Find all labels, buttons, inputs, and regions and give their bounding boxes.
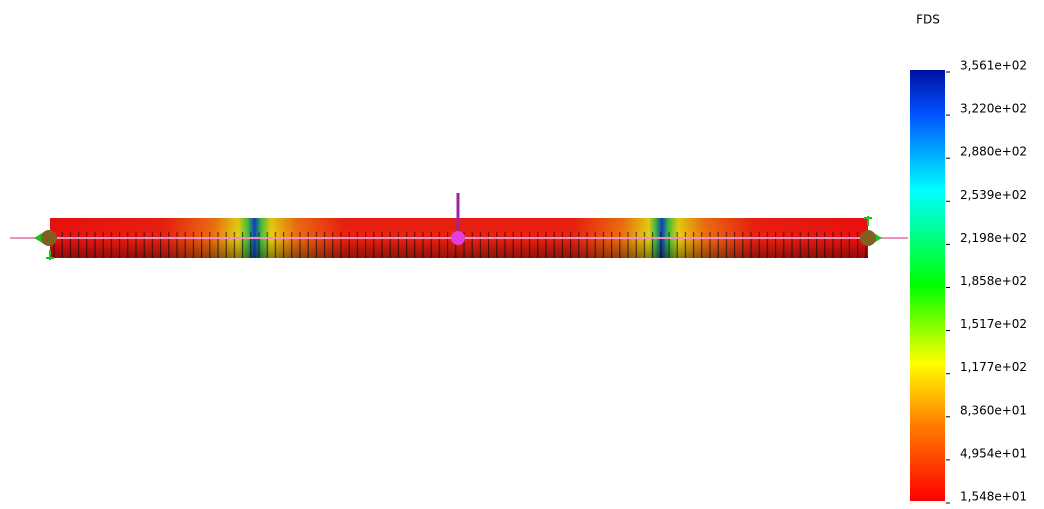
legend-title: FDS — [916, 13, 940, 27]
legend-labels: 3,561e+02 3,220e+02 2,880e+02 2,539e+02 2,19… — [946, 59, 1027, 504]
color-bar — [910, 70, 945, 501]
legend-label: 3,220e+02 — [960, 102, 1027, 116]
legend-label: 1,177e+02 — [960, 360, 1027, 374]
legend-label: 2,198e+02 — [960, 231, 1027, 245]
result-view: FDS 3,561e+02 3,220e+02 2,880e+02 2,539e+02… — [0, 0, 1044, 509]
legend-label: 1,858e+02 — [960, 274, 1027, 288]
legend-label: 2,539e+02 — [960, 188, 1027, 202]
support-left — [41, 230, 57, 246]
legend-label: 1,517e+02 — [960, 317, 1027, 331]
support-right — [860, 230, 876, 246]
legend-label: 3,561e+02 — [960, 59, 1027, 73]
legend-label: 4,954e+01 — [960, 446, 1027, 460]
legend-label: 8,360e+01 — [960, 403, 1027, 417]
legend-label: 2,880e+02 — [960, 145, 1027, 159]
load-point — [451, 231, 465, 245]
legend-label: 1,548e+01 — [960, 490, 1027, 504]
